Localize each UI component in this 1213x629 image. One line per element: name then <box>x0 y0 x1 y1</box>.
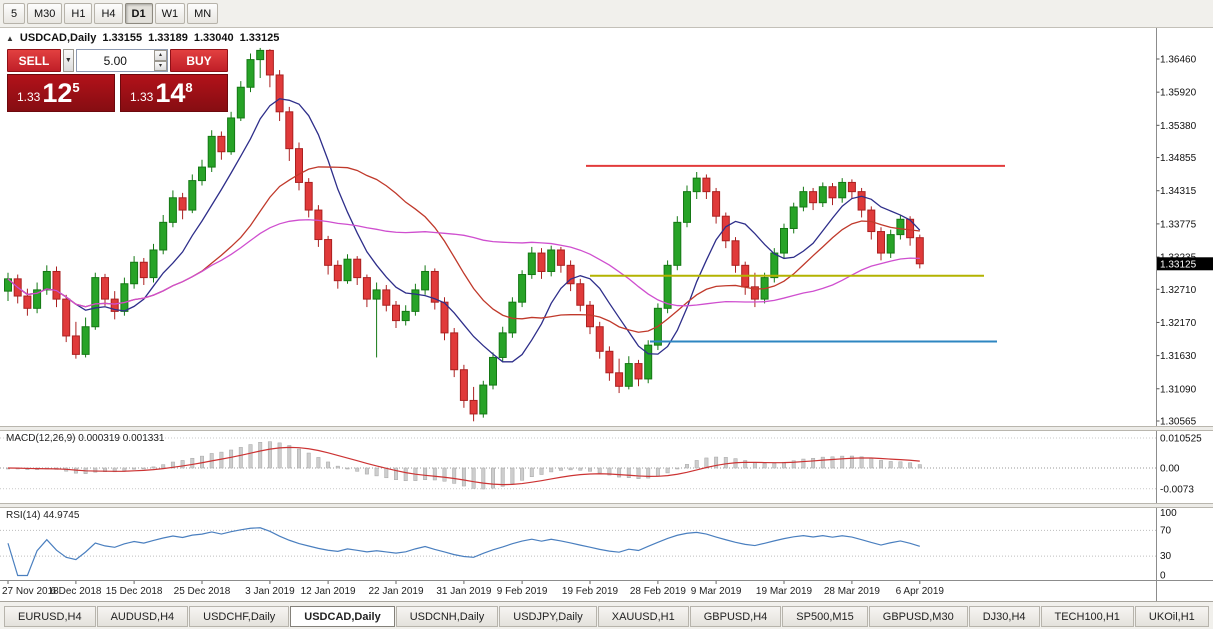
timeframe-mn[interactable]: MN <box>187 3 219 24</box>
volume-spinner: ▴ ▾ <box>154 50 167 71</box>
svg-text:0.00: 0.00 <box>1160 464 1180 475</box>
svg-text:25 Dec 2018: 25 Dec 2018 <box>174 586 231 597</box>
chart-tab-bar: EURUSD,H4 AUDUSD,H4 USDCHF,Daily USDCAD,Dai… <box>0 601 1213 629</box>
svg-text:9 Feb 2019: 9 Feb 2019 <box>497 586 548 597</box>
chart-window: 1.36460 1.35920 1.35380 1.34855 1.34315 1.337… <box>0 28 1213 601</box>
svg-text:1.33775: 1.33775 <box>1160 219 1197 230</box>
svg-text:1.34855: 1.34855 <box>1160 153 1197 164</box>
svg-text:1.32170: 1.32170 <box>1160 318 1197 329</box>
svg-text:28 Mar 2019: 28 Mar 2019 <box>824 586 881 597</box>
svg-text:1.31090: 1.31090 <box>1160 384 1197 395</box>
sell-price-display[interactable]: 1.33 12 5 <box>7 74 115 112</box>
svg-text:22 Jan 2019: 22 Jan 2019 <box>368 586 423 597</box>
volume-field: ▴ ▾ <box>75 49 168 72</box>
sell-button[interactable]: SELL <box>7 49 61 72</box>
svg-text:0: 0 <box>1160 571 1166 581</box>
rsi-canvas[interactable]: 100 70 30 0 <box>0 508 1213 580</box>
timeframe-m30[interactable]: M30 <box>27 3 63 24</box>
svg-text:1.34315: 1.34315 <box>1160 186 1197 197</box>
svg-text:1.36460: 1.36460 <box>1160 55 1197 66</box>
tab-eurusd-h4[interactable]: EURUSD,H4 <box>4 606 96 627</box>
pane-splitter[interactable] <box>0 503 1213 508</box>
tab-tech100-h1[interactable]: TECH100,H1 <box>1040 606 1134 627</box>
volume-increase-button[interactable]: ▴ <box>154 50 167 61</box>
time-axis: 27 Nov 2018 6 Dec 2018 15 Dec 2018 25 Dec 2… <box>0 580 1213 601</box>
tab-gbpusd-m30[interactable]: GBPUSD,M30 <box>868 606 968 627</box>
svg-text:9 Mar 2019: 9 Mar 2019 <box>691 586 742 597</box>
tab-audusd-h4[interactable]: AUDUSD,H4 <box>96 606 189 627</box>
timeframe-h4[interactable]: H4 <box>94 3 123 24</box>
buy-button[interactable]: BUY <box>170 49 228 72</box>
timeframe-5[interactable]: 5 <box>3 3 25 24</box>
svg-text:19 Feb 2019: 19 Feb 2019 <box>562 586 619 597</box>
one-click-trading-panel: SELL ▼ ▴ ▾ BUY 1.33 12 5 <box>7 49 228 112</box>
tab-dj30-h4[interactable]: DJ30,H4 <box>968 606 1040 627</box>
volume-input[interactable] <box>76 50 154 71</box>
tab-usdchf-daily[interactable]: USDCHF,Daily <box>189 606 290 627</box>
price-chart-canvas[interactable]: 1.36460 1.35920 1.35380 1.34855 1.34315 1.337… <box>0 28 1213 426</box>
tab-ukoil-h1[interactable]: UKOil,H1 <box>1134 606 1209 627</box>
svg-text:0.010525: 0.010525 <box>1160 434 1202 445</box>
tab-gbpusd-h4[interactable]: GBPUSD,H4 <box>689 606 782 627</box>
sell-price-big: 12 <box>42 77 73 108</box>
svg-text:12 Jan 2019: 12 Jan 2019 <box>301 586 356 597</box>
svg-text:6 Apr 2019: 6 Apr 2019 <box>896 586 945 597</box>
svg-text:1.35380: 1.35380 <box>1160 121 1197 132</box>
pane-splitter[interactable] <box>0 426 1213 431</box>
svg-text:6 Dec 2018: 6 Dec 2018 <box>50 586 102 597</box>
buy-price-big: 14 <box>155 77 186 108</box>
svg-text:70: 70 <box>1160 525 1172 536</box>
macd-pane: 0.010525 0.00 -0.0073 MACD(12,26,9) 0.0003… <box>0 431 1213 503</box>
macd-canvas[interactable]: 0.010525 0.00 -0.0073 <box>0 431 1213 503</box>
svg-text:31 Jan 2019: 31 Jan 2019 <box>436 586 491 597</box>
chevron-down-icon: ▼ <box>64 57 72 64</box>
svg-text:19 Mar 2019: 19 Mar 2019 <box>756 586 813 597</box>
buy-price-display[interactable]: 1.33 14 8 <box>120 74 228 112</box>
buy-price-prefix: 1.33 <box>130 90 154 104</box>
svg-text:-0.0073: -0.0073 <box>1160 484 1194 495</box>
timeframe-toolbar: 5 M30 H1 H4 D1 W1 MN <box>0 0 1213 28</box>
price-chart-pane: 1.36460 1.35920 1.35380 1.34855 1.34315 1.337… <box>0 28 1213 426</box>
tab-xauusd-h1[interactable]: XAUUSD,H1 <box>597 606 689 627</box>
order-type-dropdown[interactable]: ▼ <box>63 49 74 72</box>
buy-price-sup: 8 <box>185 80 193 95</box>
tab-usdcnh-daily[interactable]: USDCNH,Daily <box>395 606 499 627</box>
timeframe-d1[interactable]: D1 <box>124 3 153 24</box>
svg-text:1.31630: 1.31630 <box>1160 351 1197 362</box>
svg-text:3 Jan 2019: 3 Jan 2019 <box>245 586 295 597</box>
svg-text:1.33125: 1.33125 <box>1160 259 1197 270</box>
svg-text:1.30565: 1.30565 <box>1160 417 1197 427</box>
tab-sp500-m15[interactable]: SP500,M15 <box>782 606 868 627</box>
svg-text:1.32710: 1.32710 <box>1160 285 1197 296</box>
timeframe-w1[interactable]: W1 <box>154 3 186 24</box>
timeframe-h1[interactable]: H1 <box>64 3 93 24</box>
sell-price-sup: 5 <box>72 80 80 95</box>
rsi-pane: 100 70 30 0 RSI(14) 44.9745 <box>0 508 1213 580</box>
tab-usdcad-daily[interactable]: USDCAD,Daily <box>290 606 395 627</box>
svg-text:1.35920: 1.35920 <box>1160 88 1197 99</box>
sell-price-prefix: 1.33 <box>17 90 41 104</box>
svg-text:30: 30 <box>1160 551 1172 562</box>
svg-text:100: 100 <box>1160 508 1177 519</box>
svg-text:28 Feb 2019: 28 Feb 2019 <box>630 586 687 597</box>
volume-decrease-button[interactable]: ▾ <box>154 60 167 71</box>
svg-text:27 Nov 2018: 27 Nov 2018 <box>2 586 59 597</box>
svg-text:15 Dec 2018: 15 Dec 2018 <box>106 586 163 597</box>
tab-usdjpy-daily[interactable]: USDJPY,Daily <box>499 606 597 627</box>
